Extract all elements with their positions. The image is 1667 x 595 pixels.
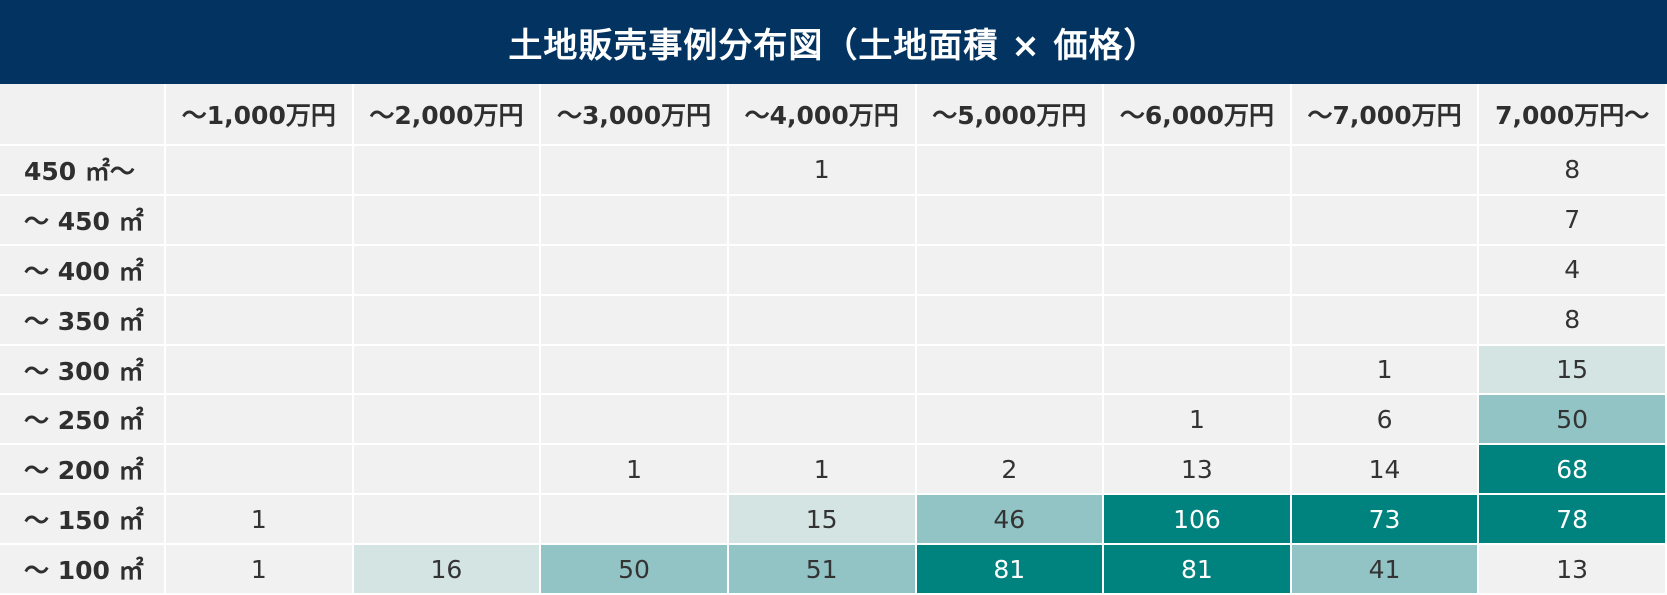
- heatmap-table: ～1,000万円 ～2,000万円 ～3,000万円 ～4,000万円 ～5,000万円…: [0, 84, 1667, 595]
- row-header: ～ 450 ㎡: [0, 195, 166, 246]
- column-header: ～3,000万円: [541, 84, 729, 146]
- heatmap-cell: 15: [728, 495, 917, 546]
- heatmap-cell: [1291, 245, 1480, 296]
- heatmap-cell: 81: [916, 545, 1105, 595]
- heatmap-cell: [166, 195, 354, 246]
- heatmap-cell: 1: [166, 495, 354, 546]
- column-header: ～7,000万円: [1291, 84, 1480, 146]
- heatmap-cell: 1: [728, 146, 917, 196]
- column-header: 7,000万円～: [1479, 84, 1667, 146]
- row-header: ～ 300 ㎡: [0, 345, 166, 396]
- heatmap-cell: 51: [728, 545, 917, 595]
- heatmap-cell: [1291, 195, 1480, 246]
- heatmap-cell: 50: [541, 545, 729, 595]
- heatmap-cell: [353, 445, 542, 496]
- heatmap-cell: 41: [1291, 545, 1480, 595]
- heatmap-cell: 81: [1104, 545, 1292, 595]
- heatmap-cell: [166, 295, 354, 346]
- heatmap-cell: [541, 395, 729, 446]
- heatmap-cell: [541, 245, 729, 296]
- heatmap-cell: 106: [1104, 495, 1292, 546]
- column-header: ～2,000万円: [353, 84, 542, 146]
- heatmap-cell: [541, 345, 729, 396]
- heatmap-cell: 13: [1104, 445, 1292, 496]
- heatmap-cell: [166, 146, 354, 196]
- column-header: ～5,000万円: [916, 84, 1105, 146]
- heatmap-cell: [541, 495, 729, 546]
- heatmap-cell: [728, 395, 917, 446]
- heatmap-cell: 78: [1479, 495, 1667, 546]
- heatmap-cell: [728, 245, 917, 296]
- heatmap-cell: [728, 195, 917, 246]
- heatmap-cell: [353, 345, 542, 396]
- heatmap-cell: [916, 345, 1105, 396]
- column-header: ～6,000万円: [1104, 84, 1292, 146]
- heatmap-cell: 14: [1291, 445, 1480, 496]
- chart-title: 土地販売事例分布図（土地面積 × 価格）: [0, 0, 1667, 84]
- heatmap-cell: [1291, 146, 1480, 196]
- heatmap-cell: [916, 395, 1105, 446]
- heatmap-cell: [166, 445, 354, 496]
- heatmap-cell: [728, 295, 917, 346]
- heatmap-cell: [1104, 146, 1292, 196]
- heatmap-cell: [728, 345, 917, 396]
- heatmap-cell: 16: [353, 545, 542, 595]
- column-header: ～1,000万円: [166, 84, 354, 146]
- heatmap-cell: 68: [1479, 445, 1667, 496]
- heatmap-cell: [353, 495, 542, 546]
- heatmap-cell: [916, 195, 1105, 246]
- heatmap-cell: [353, 195, 542, 246]
- heatmap-cell: [1104, 245, 1292, 296]
- heatmap-cell: [166, 395, 354, 446]
- heatmap-cell: [541, 295, 729, 346]
- heatmap-cell: 1: [1291, 345, 1480, 396]
- heatmap-cell: [916, 295, 1105, 346]
- row-header: ～ 100 ㎡: [0, 545, 166, 595]
- column-header: ～4,000万円: [728, 84, 917, 146]
- heatmap-cell: [353, 295, 542, 346]
- heatmap-cell: 8: [1479, 146, 1667, 196]
- heatmap-cell: 2: [916, 445, 1105, 496]
- row-header: ～ 200 ㎡: [0, 445, 166, 496]
- heatmap-cell: [541, 195, 729, 246]
- heatmap-cell: 46: [916, 495, 1105, 546]
- heatmap-cell: [353, 395, 542, 446]
- heatmap-cell: 73: [1291, 495, 1480, 546]
- row-header: ～ 150 ㎡: [0, 495, 166, 546]
- heatmap-cell: [1291, 295, 1480, 346]
- heatmap-cell: [1104, 295, 1292, 346]
- heatmap-cell: [1104, 345, 1292, 396]
- heatmap-cell: 8: [1479, 295, 1667, 346]
- heatmap-cell: 6: [1291, 395, 1480, 446]
- heatmap-cell: 1: [1104, 395, 1292, 446]
- heatmap-cell: 1: [541, 445, 729, 496]
- heatmap-cell: [353, 146, 542, 196]
- corner-cell: [0, 84, 166, 146]
- heatmap-cell: [1104, 195, 1292, 246]
- row-header: ～ 250 ㎡: [0, 395, 166, 446]
- heatmap-cell: [916, 146, 1105, 196]
- heatmap-cell: 1: [166, 545, 354, 595]
- heatmap-cell: [541, 146, 729, 196]
- heatmap-cell: 7: [1479, 195, 1667, 246]
- heatmap-cell: 50: [1479, 395, 1667, 446]
- heatmap-cell: [353, 245, 542, 296]
- heatmap-cell: 15: [1479, 345, 1667, 396]
- heatmap-cell: [166, 345, 354, 396]
- row-header: ～ 400 ㎡: [0, 245, 166, 296]
- heatmap-cell: 13: [1479, 545, 1667, 595]
- row-header: ～ 350 ㎡: [0, 295, 166, 346]
- row-header: 450 ㎡～: [0, 146, 166, 196]
- heatmap-cell: [166, 245, 354, 296]
- heatmap-cell: 1: [728, 445, 917, 496]
- heatmap-cell: [916, 245, 1105, 296]
- heatmap-cell: 4: [1479, 245, 1667, 296]
